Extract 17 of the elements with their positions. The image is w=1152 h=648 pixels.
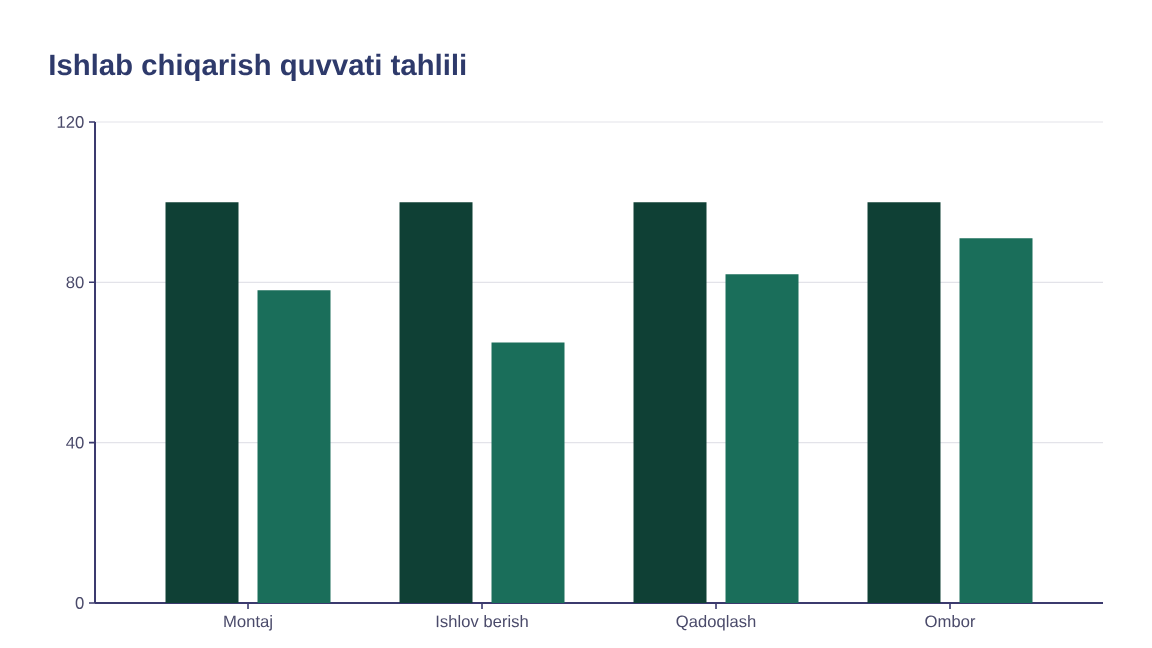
bar <box>867 202 941 603</box>
y-tick-label: 40 <box>66 436 84 449</box>
y-tick-label: 80 <box>66 276 84 289</box>
x-tick-label: Qadoqlash <box>676 615 756 631</box>
bar <box>257 290 331 603</box>
chart-title: Ishlab chiqarish quvvati tahlili <box>50 53 466 82</box>
bar <box>165 202 239 603</box>
bar <box>633 202 707 603</box>
y-tick-label: 0 <box>75 597 84 609</box>
bar <box>399 202 473 603</box>
bar <box>491 342 565 603</box>
bar <box>959 238 1033 603</box>
x-tick-label: Ombor <box>925 615 976 628</box>
x-tick-label: Ishlov berish <box>436 615 528 628</box>
bar <box>725 274 799 603</box>
x-tick-label: Montaj <box>224 615 272 631</box>
y-tick-label: 120 <box>57 116 84 128</box>
